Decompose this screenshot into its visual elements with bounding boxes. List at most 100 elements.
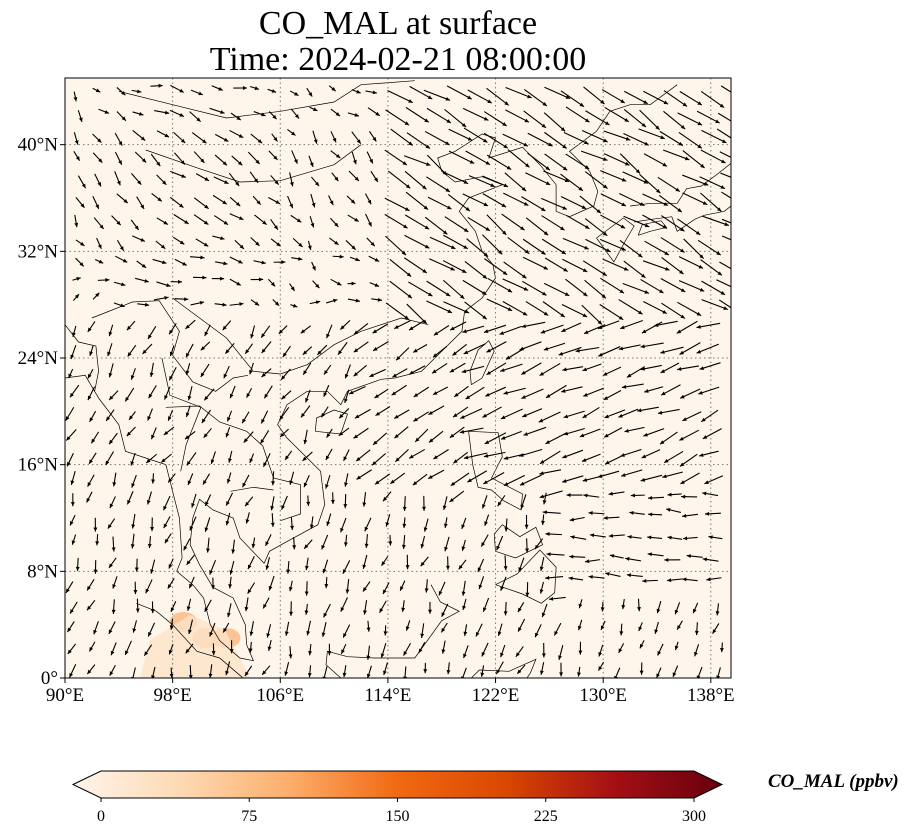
wind-arrow <box>250 237 260 247</box>
wind-arrow <box>187 473 194 486</box>
wind-arrow <box>422 495 426 511</box>
wind-arrow <box>497 623 503 636</box>
wind-arrow <box>427 469 445 480</box>
wind-arrow <box>87 321 96 333</box>
colorbar-label: CO_MAL (ppbv) <box>768 771 899 792</box>
wind-arrow <box>558 645 564 660</box>
wind-arrow <box>525 582 530 597</box>
wind-arrow <box>326 324 333 339</box>
wind-arrow <box>389 472 406 485</box>
wind-arrow <box>500 408 523 420</box>
wind-arrow <box>503 474 526 487</box>
wind-arrow <box>364 193 372 205</box>
wind-arrow <box>392 368 408 378</box>
wind-arrow <box>371 297 383 302</box>
wind-arrow <box>108 621 116 635</box>
wind-arrow <box>500 430 522 440</box>
wind-arrow <box>231 155 243 166</box>
wind-arrow <box>270 175 280 185</box>
wind-arrow <box>87 474 95 487</box>
wind-arrow <box>585 238 611 253</box>
wind-arrow <box>308 643 313 656</box>
wind-arrow <box>626 366 646 378</box>
wind-arrow <box>281 390 292 400</box>
wind-arrow <box>152 258 167 265</box>
wind-arrow <box>370 170 379 183</box>
wind-arrow <box>174 152 186 165</box>
wind-arrow <box>116 193 129 204</box>
wind-arrow <box>701 299 729 310</box>
wind-arrow <box>424 579 429 593</box>
wind-arrow <box>462 598 467 611</box>
wind-arrow <box>253 111 266 117</box>
wind-arrow <box>203 388 215 401</box>
wind-arrow <box>540 197 568 210</box>
wind-arrow <box>704 475 724 485</box>
wind-arrow <box>385 109 410 126</box>
wind-arrow <box>244 343 254 355</box>
wind-arrow <box>306 87 313 97</box>
wind-arrow <box>605 572 621 578</box>
wind-arrow <box>545 384 567 399</box>
wind-arrow <box>643 90 669 105</box>
wind-arrow <box>682 174 709 186</box>
wind-arrow <box>467 470 488 483</box>
wind-arrow <box>95 534 100 546</box>
wind-arrow <box>173 214 189 225</box>
wind-arrow <box>372 340 389 352</box>
wind-arrow <box>184 430 196 440</box>
wind-arrow <box>562 366 584 372</box>
wind-arrow <box>224 343 235 354</box>
wind-arrow <box>716 128 731 139</box>
wind-arrow <box>704 511 721 516</box>
wind-arrow <box>230 112 242 121</box>
wind-arrow <box>523 110 547 129</box>
wind-arrow <box>185 319 196 330</box>
wind-arrow <box>249 621 255 636</box>
wind-arrow <box>674 602 681 615</box>
wind-arrow <box>412 473 428 486</box>
coastline-3 <box>468 430 523 511</box>
wind-arrow <box>347 112 360 117</box>
wind-arrow <box>696 110 720 124</box>
wind-arrow <box>279 406 290 421</box>
wind-arrow <box>500 644 506 658</box>
wind-arrow <box>588 574 605 579</box>
wind-arrow <box>519 474 542 486</box>
wind-arrow <box>702 428 722 440</box>
wind-arrow <box>484 432 507 445</box>
wind-arrow <box>210 451 216 464</box>
wind-arrow <box>354 408 371 419</box>
wind-arrow <box>700 91 725 109</box>
wind-arrow <box>583 493 600 498</box>
wind-arrow <box>169 667 174 678</box>
lat-tick-label: 24°N <box>18 348 59 369</box>
wind-arrow <box>449 362 466 373</box>
wind-arrow <box>600 601 605 612</box>
wind-arrow <box>260 430 270 444</box>
wind-arrow <box>602 366 622 376</box>
wind-arrow <box>284 621 290 636</box>
wind-arrow <box>441 640 446 654</box>
wind-arrow <box>69 384 80 398</box>
wind-arrow <box>114 255 128 263</box>
wind-arrow <box>89 345 94 356</box>
wind-arrow <box>250 299 260 306</box>
wind-arrow <box>143 644 153 657</box>
wind-arrow <box>647 535 662 540</box>
wind-arrow <box>94 173 102 187</box>
wind-arrow <box>521 362 542 375</box>
wind-arrow <box>384 197 410 212</box>
wind-arrow <box>92 133 102 144</box>
wind-arrow <box>108 557 117 569</box>
wind-arrow <box>460 408 483 420</box>
wind-arrow <box>384 149 408 166</box>
wind-arrow <box>444 108 467 128</box>
wind-arrow <box>598 644 604 657</box>
colorbar-tick-label: 300 <box>682 808 706 825</box>
wind-arrow <box>343 534 348 547</box>
wind-arrow <box>569 516 585 522</box>
wind-arrow <box>483 471 505 485</box>
wind-arrow <box>462 107 489 121</box>
wind-arrow <box>619 239 643 258</box>
